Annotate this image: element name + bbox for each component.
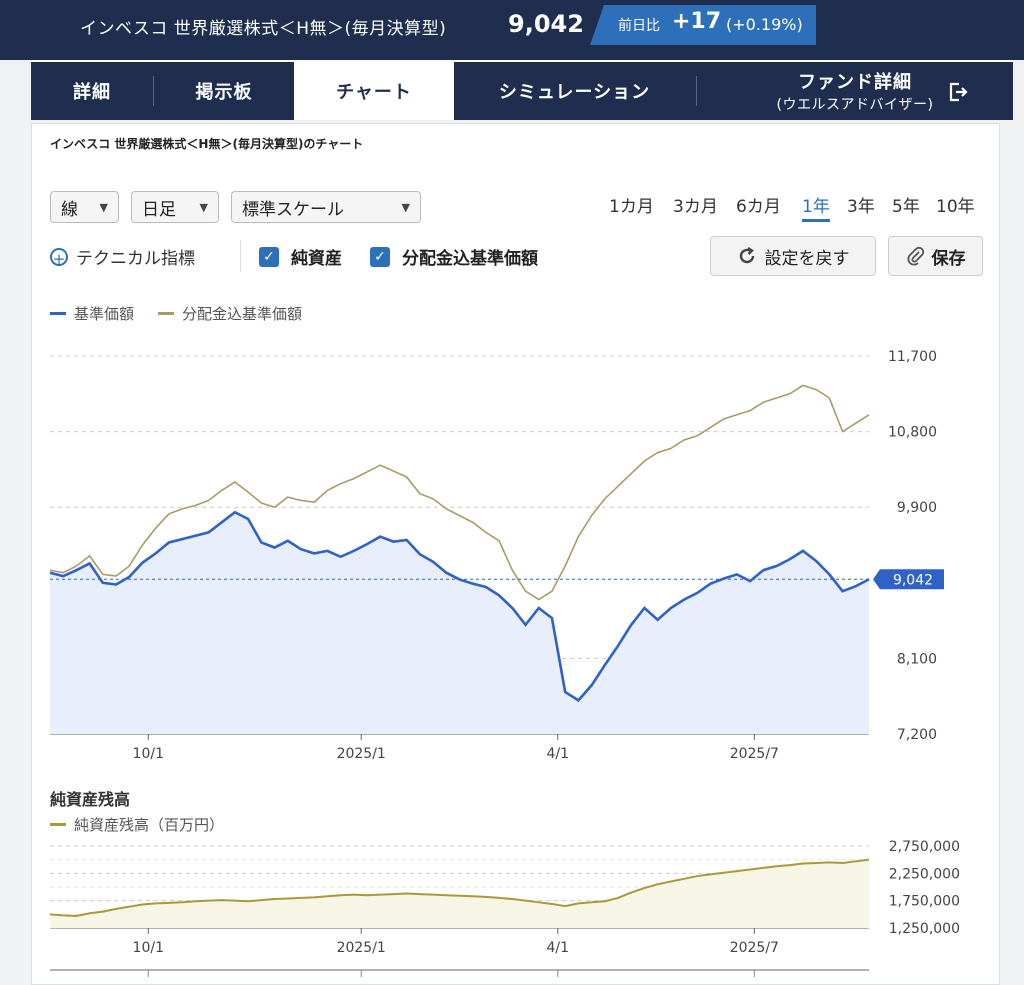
- tab-detail-label: 詳細: [73, 82, 111, 103]
- reset-settings-button[interactable]: 設定を戻す: [710, 236, 876, 276]
- legend-dividend: 分配金込基準価額: [158, 303, 302, 324]
- technical-indicator-button[interactable]: + テクニカル指標: [50, 244, 195, 269]
- net-assets-series-line: [49, 858, 870, 917]
- change-badge: [590, 5, 816, 45]
- legend-nav: 基準価額: [50, 303, 134, 324]
- interval-value: 日足: [142, 199, 176, 220]
- x-tick-label: 2025/7: [730, 746, 779, 762]
- y-tick-label: 1,250,000: [889, 921, 960, 937]
- x-tick-label: 2025/1: [337, 940, 386, 956]
- dividend-series-line: [49, 384, 870, 601]
- fund-header: インベスコ 世界厳選株式＜H無＞(毎月決算型) 9,042 前日比 +17 (+…: [0, 0, 1024, 60]
- period-1m[interactable]: 1カ月: [609, 197, 654, 217]
- y-tick-label: 9,900: [897, 500, 937, 516]
- tab-fund-detail[interactable]: ファンド詳細 (ウエルスアドバイザー): [697, 62, 1013, 120]
- tab-simulation-label: シミュレーション: [498, 82, 651, 103]
- add-circle-icon: +: [50, 247, 68, 268]
- legend-net-assets: 純資産残高（百万円）: [50, 814, 224, 835]
- y-tick-label: 1,750,000: [889, 894, 960, 910]
- net-assets-label: 純資産: [291, 249, 342, 269]
- tab-simulation[interactable]: シミュレーション: [454, 62, 695, 120]
- price-chart[interactable]: 11,700 10,800 9,900 8,100 7,200 10/1 2025/1 4/1…: [0, 330, 1000, 770]
- net-assets-chart[interactable]: 2,750,000 2,250,000 1,750,000 1,250,000 10/1…: [0, 830, 1000, 977]
- tab-detail[interactable]: 詳細: [31, 62, 153, 120]
- tab-board[interactable]: 掲示板: [154, 62, 294, 120]
- tab-chart-label: チャート: [336, 82, 412, 103]
- dividend-checkbox[interactable]: ✓ 分配金込基準価額: [370, 244, 538, 269]
- tab-divider: [696, 76, 697, 106]
- scale-select[interactable]: 標準スケール ▼: [231, 191, 421, 223]
- tab-bar: 詳細 掲示板 チャート シミュレーション ファンド詳細 (ウエルスアドバイザー): [31, 60, 1013, 120]
- legend-dividend-swatch: [158, 312, 174, 315]
- chart-type-value: 線: [61, 199, 78, 220]
- x-tick-label: 10/1: [133, 746, 164, 762]
- x-tick-label: 10/1: [133, 940, 164, 956]
- x-tick-label: 4/1: [547, 940, 570, 956]
- net-assets-area: [50, 859, 869, 928]
- net-assets-checkbox[interactable]: ✓ 純資産: [259, 244, 342, 269]
- external-link-icon: [949, 82, 968, 102]
- fund-name: インベスコ 世界厳選株式＜H無＞(毎月決算型): [80, 19, 447, 39]
- tab-chart[interactable]: チャート: [294, 62, 454, 120]
- period-10y[interactable]: 10年: [936, 197, 975, 217]
- current-value-label: 9,042: [893, 572, 933, 588]
- save-button[interactable]: 保存: [888, 236, 983, 276]
- paperclip-icon: [906, 246, 924, 266]
- legend-net-assets-swatch: [50, 823, 66, 826]
- x-tick-label: 4/1: [547, 746, 570, 762]
- legend-net-assets-label: 純資産残高（百万円）: [74, 816, 225, 834]
- y-tick-label: 2,750,000: [889, 839, 960, 855]
- legend-nav-swatch: [50, 312, 66, 315]
- nav-area: [50, 512, 869, 734]
- reset-label: 設定を戻す: [764, 248, 850, 269]
- y-tick-label: 2,250,000: [889, 866, 960, 882]
- period-3y[interactable]: 3年: [847, 197, 875, 217]
- interval-select[interactable]: 日足 ▼: [131, 191, 219, 223]
- checkmark-icon: ✓: [370, 246, 390, 267]
- tab-fund-detail-label: ファンド詳細: [798, 72, 912, 93]
- change-value: +17: [672, 9, 722, 34]
- net-assets-title: 純資産残高: [50, 790, 131, 809]
- chart-type-select[interactable]: 線 ▼: [50, 191, 119, 223]
- technical-label: テクニカル指標: [76, 249, 195, 269]
- current-value-badge: [873, 569, 944, 590]
- y-tick-label: 8,100: [897, 651, 937, 667]
- checkmark-icon: ✓: [259, 246, 279, 267]
- legend-nav-label: 基準価額: [74, 305, 135, 323]
- x-tick-label: 2025/1: [337, 746, 386, 762]
- tab-divider: [153, 76, 154, 106]
- tab-fund-detail-sub: (ウエルスアドバイザー): [776, 97, 934, 113]
- divider: [240, 240, 241, 272]
- period-1y[interactable]: 1年: [802, 192, 830, 222]
- period-6m[interactable]: 6カ月: [736, 197, 781, 217]
- tab-board-label: 掲示板: [195, 82, 253, 103]
- x-tick-label: 2025/7: [730, 940, 779, 956]
- save-label: 保存: [931, 248, 966, 269]
- dividend-label: 分配金込基準価額: [402, 249, 538, 269]
- scale-value: 標準スケール: [242, 199, 344, 220]
- period-3m[interactable]: 3カ月: [673, 197, 718, 217]
- change-percent: (+0.19%): [726, 15, 803, 34]
- legend-dividend-label: 分配金込基準価額: [182, 305, 303, 323]
- change-label: 前日比: [618, 18, 660, 34]
- chevron-down-icon: ▼: [401, 200, 410, 214]
- fund-price: 9,042: [508, 10, 584, 38]
- period-5y[interactable]: 5年: [892, 197, 920, 217]
- chevron-down-icon: ▼: [99, 200, 108, 214]
- y-tick-label: 7,200: [897, 727, 937, 743]
- refresh-icon: [739, 246, 754, 264]
- y-tick-label: 11,700: [888, 349, 937, 365]
- chevron-down-icon: ▼: [199, 200, 208, 214]
- chart-title: インベスコ 世界厳選株式＜H無＞(毎月決算型)のチャート: [50, 137, 364, 151]
- y-tick-label: 10,800: [888, 425, 937, 441]
